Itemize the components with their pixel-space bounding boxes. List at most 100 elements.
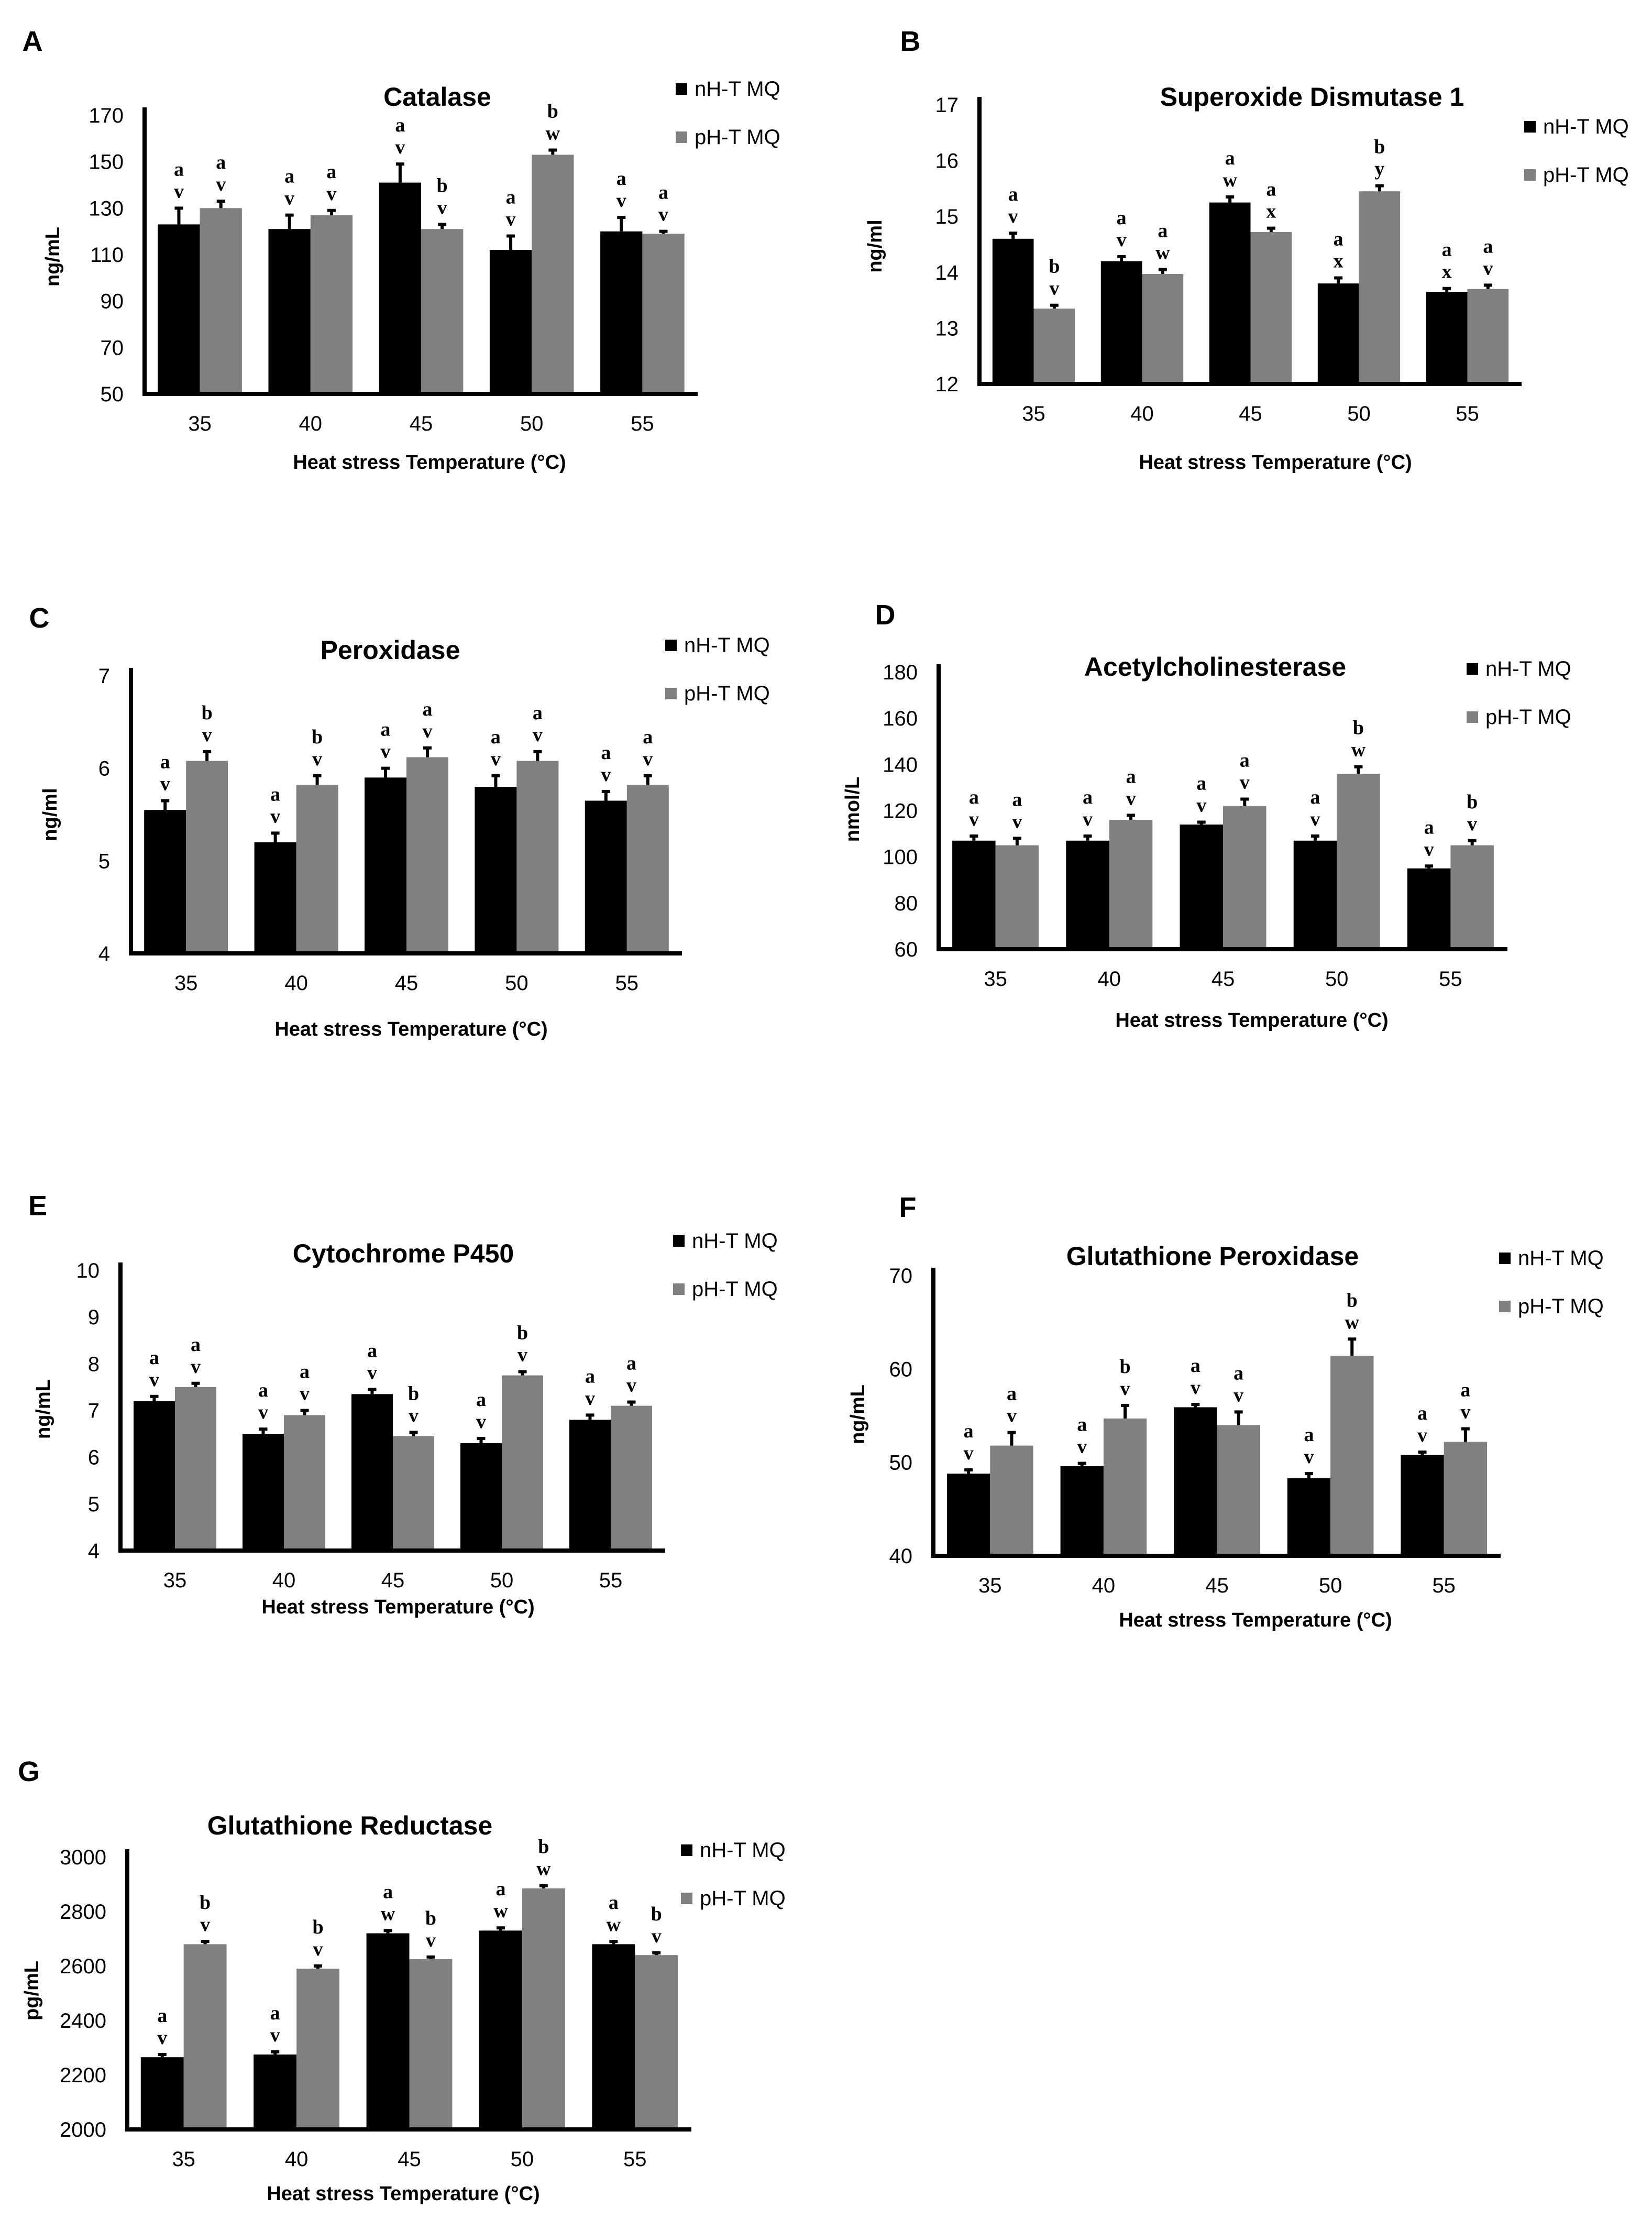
sig-letter-group: v: [270, 2024, 280, 2046]
sig-letter-group: v: [437, 196, 447, 218]
y-tick-label: 17: [935, 94, 959, 117]
x-tick-label: 40: [1092, 1574, 1116, 1597]
y-tick-label: 130: [89, 197, 124, 220]
y-tick-label: 13: [935, 317, 959, 340]
sig-letter-treatment: a: [1007, 1383, 1017, 1405]
bar-pht-35: [186, 761, 228, 953]
bar-nht-40: [254, 2055, 297, 2129]
sig-letter-treatment: a: [300, 1361, 310, 1383]
sig-letter-group: v: [1007, 1405, 1017, 1427]
bar-pht-50: [532, 155, 574, 394]
sig-letter-treatment: a: [476, 1389, 486, 1411]
x-tick-label: 35: [978, 1574, 1002, 1597]
panel-letter: F: [899, 1192, 917, 1223]
chart-title: Superoxide Dismutase 1: [1160, 82, 1464, 112]
sig-letter-treatment: a: [616, 168, 626, 190]
chart-title: Peroxidase: [321, 635, 460, 665]
sig-letter-treatment: a: [326, 161, 336, 183]
legend: nH-T MQ pH-T MQ: [676, 78, 780, 149]
sig-letter-treatment: b: [1119, 1356, 1130, 1378]
sig-letter-group: v: [284, 188, 294, 210]
x-tick-label: 50: [490, 1569, 514, 1592]
legend-swatch-pht: [665, 688, 677, 699]
sig-letter-treatment: a: [1266, 179, 1276, 201]
sig-letter-treatment: a: [258, 1379, 268, 1401]
sig-letter-group: v: [1196, 795, 1206, 817]
sig-letter-group: v: [202, 724, 212, 746]
sig-letter-group: w: [536, 1858, 551, 1880]
bar-nht-45: [366, 1933, 410, 2129]
bar-nht-40: [1060, 1466, 1104, 1556]
sig-letter-group: v: [1049, 278, 1059, 300]
sig-letter-group: v: [174, 180, 184, 202]
y-tick-label: 50: [101, 383, 124, 406]
bar-pht-55: [635, 1955, 678, 2129]
sig-letter-group: v: [969, 808, 979, 830]
sig-letter-treatment: a: [191, 1334, 201, 1356]
sig-letter-treatment: a: [1225, 147, 1235, 169]
bar-nht-45: [1209, 202, 1251, 384]
legend-swatch-pht: [676, 131, 687, 143]
chart-title: Glutathione Reductase: [207, 1811, 493, 1840]
sig-letter-group: v: [149, 1369, 159, 1391]
sig-letter-treatment: b: [517, 1322, 528, 1344]
sig-letter-treatment: b: [425, 1907, 436, 1929]
bar-pht-50: [1330, 1356, 1374, 1556]
sig-letter-treatment: a: [1304, 1424, 1314, 1446]
y-tick-label: 150: [89, 151, 124, 174]
x-tick-label: 40: [299, 412, 323, 435]
sig-letter-group: v: [1460, 1401, 1470, 1423]
bar-nht-35: [144, 810, 186, 953]
sig-letter-treatment: a: [1334, 228, 1343, 250]
y-tick-label: 4: [98, 942, 110, 965]
sig-letter-group: v: [422, 720, 432, 742]
y-tick-label: 70: [889, 1265, 913, 1288]
bar-pht-55: [1467, 289, 1509, 384]
bar-pht-45: [1250, 232, 1292, 384]
bar-pht-45: [1217, 1425, 1260, 1556]
panel-letter: D: [875, 599, 896, 631]
sig-letter-group: v: [616, 190, 626, 212]
legend-label: nH-T MQ: [1543, 115, 1629, 138]
bar-pht-50: [502, 1375, 543, 1551]
y-tick-label: 14: [935, 261, 959, 284]
sig-letter-treatment: a: [1442, 239, 1452, 261]
bar-nht-40: [254, 842, 296, 953]
bar-nht-40: [243, 1434, 284, 1551]
sig-letter-group: x: [1334, 250, 1343, 272]
x-axis-label: Heat stress Temperature (°C): [261, 1596, 534, 1618]
y-tick-label: 80: [895, 892, 918, 915]
sig-letter-treatment: a: [1424, 816, 1434, 838]
bar-nht-45: [1180, 825, 1223, 949]
sig-letter-treatment: a: [367, 1339, 377, 1361]
sig-letter-treatment: a: [1126, 765, 1136, 787]
bar-pht-55: [642, 234, 685, 394]
sig-letter-group: x: [1442, 261, 1452, 283]
sig-letter-treatment: a: [160, 751, 170, 773]
chart-title: Glutathione Peroxidase: [1066, 1242, 1359, 1271]
chart-panel-g: G Glutathione Reductase 2000 2200 2400 2600 28…: [18, 1756, 786, 2205]
sig-letter-treatment: a: [270, 783, 280, 805]
bar-pht-50: [516, 761, 559, 953]
y-tick-label: 120: [883, 800, 918, 823]
sig-letter-treatment: b: [1353, 717, 1364, 739]
x-tick-label: 35: [188, 412, 212, 435]
x-tick-label: 50: [1325, 968, 1349, 991]
x-tick-label: 50: [520, 412, 544, 435]
sig-letter-treatment: a: [157, 2005, 167, 2027]
bar-nht-35: [952, 840, 996, 949]
sig-letter-treatment: a: [1083, 786, 1093, 808]
sig-letter-treatment: a: [609, 1892, 619, 1914]
sig-letter-group: w: [1351, 739, 1366, 761]
sig-letter-group: v: [1008, 205, 1018, 227]
sig-letter-treatment: a: [395, 114, 405, 136]
sig-letter-group: w: [381, 1903, 395, 1925]
x-tick-label: 50: [1319, 1574, 1342, 1597]
bar-pht-35: [183, 1944, 227, 2129]
legend-label: pH-T MQ: [692, 1278, 778, 1301]
x-tick-label: 45: [410, 412, 433, 435]
y-axis-label: nmol/L: [842, 777, 864, 842]
sig-letter-group: v: [533, 724, 543, 746]
chart-panel-a: ACatalase507090110130150170vava35vava40v…: [23, 26, 780, 474]
